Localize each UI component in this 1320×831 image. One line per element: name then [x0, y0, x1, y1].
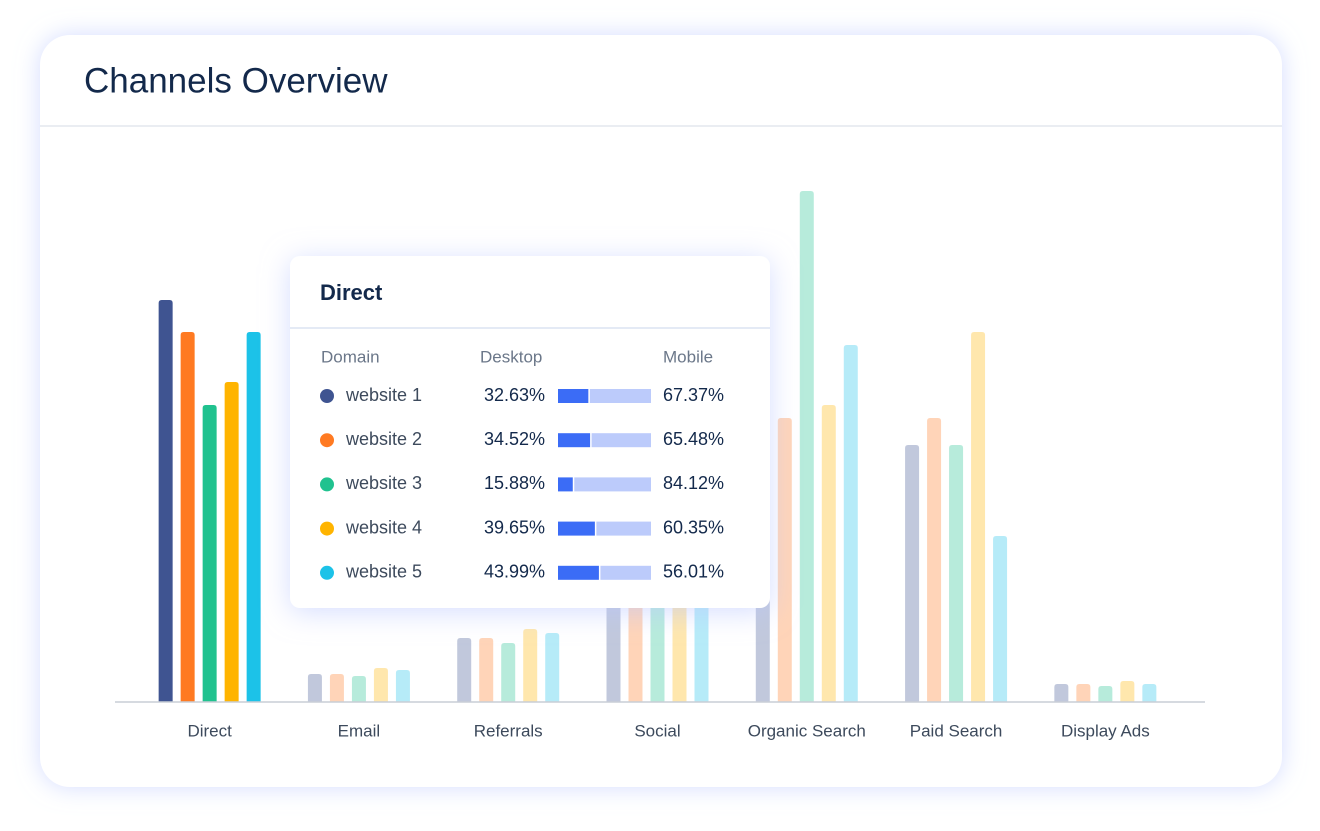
bar — [694, 587, 709, 702]
bar — [949, 445, 964, 702]
desktop-bar — [558, 389, 589, 403]
legend-dot — [320, 433, 334, 448]
mobile-label: 56.01% — [663, 562, 724, 582]
x-tick-label: Social — [634, 721, 680, 740]
bar — [373, 668, 388, 702]
bar — [224, 382, 239, 702]
tooltip-header: Desktop — [480, 347, 542, 366]
bar — [307, 674, 322, 702]
bar — [523, 629, 538, 702]
bar — [395, 670, 410, 702]
desktop-label: 32.63% — [484, 385, 545, 405]
bar — [777, 418, 792, 702]
bar — [843, 345, 858, 702]
mobile-label: 60.35% — [663, 517, 724, 537]
desktop-label: 39.65% — [484, 517, 545, 537]
legend-label: website 5 — [345, 562, 422, 582]
tooltip: Direct Domain Desktop Mobile website 1 32… — [290, 256, 770, 608]
desktop-label: 43.99% — [484, 562, 545, 582]
bar — [628, 582, 643, 702]
bar — [246, 332, 261, 702]
mobile-label: 65.48% — [663, 429, 724, 449]
bar — [180, 332, 195, 702]
desktop-label: 34.52% — [484, 429, 545, 449]
bar — [1054, 684, 1069, 702]
chart-title: Channels Overview — [84, 61, 388, 100]
mobile-bar — [596, 521, 651, 536]
x-tick-label: Referrals — [474, 721, 543, 740]
bar — [479, 638, 494, 702]
desktop-bar — [558, 477, 573, 492]
bar — [1098, 686, 1113, 702]
bar — [158, 300, 173, 702]
x-tick-label: Paid Search — [910, 721, 1003, 740]
mobile-bar — [600, 565, 651, 580]
legend-label: website 2 — [345, 429, 422, 449]
mobile-bar — [591, 433, 651, 448]
bar — [905, 445, 920, 702]
bar — [501, 643, 516, 702]
desktop-bar — [558, 433, 591, 448]
tooltip-header: Domain — [321, 347, 380, 366]
bar — [457, 638, 472, 702]
bar — [606, 592, 621, 702]
bar — [971, 332, 986, 702]
bar — [1120, 681, 1135, 702]
tooltip-header: Mobile — [663, 347, 713, 366]
legend-dot — [320, 389, 334, 403]
bar — [993, 536, 1008, 702]
desktop-bar — [558, 565, 599, 580]
mobile-bar — [574, 477, 651, 492]
bar — [202, 405, 217, 702]
legend-label: website 1 — [345, 385, 422, 405]
bar — [650, 602, 665, 702]
tooltip-title: Direct — [320, 280, 383, 305]
legend-label: website 3 — [345, 473, 422, 493]
x-tick-label: Organic Search — [748, 721, 866, 740]
bar — [927, 418, 942, 702]
bar — [1076, 684, 1091, 702]
bar — [1142, 684, 1157, 702]
tooltip-box — [290, 256, 770, 608]
desktop-bar — [558, 521, 595, 536]
legend-dot — [320, 477, 334, 492]
x-tick-label: Display Ads — [1061, 721, 1150, 740]
mobile-label: 84.12% — [663, 473, 724, 493]
bar — [545, 633, 560, 702]
legend-label: website 4 — [345, 517, 422, 537]
bar — [329, 674, 344, 702]
mobile-bar — [589, 389, 651, 403]
bars — [158, 191, 1157, 702]
bar — [799, 191, 814, 702]
mobile-label: 67.37% — [663, 385, 724, 405]
x-tick-label: Email — [338, 721, 381, 740]
legend-dot — [320, 521, 334, 536]
bar — [821, 405, 836, 702]
x-tick-label: Direct — [187, 721, 232, 740]
bar — [351, 676, 366, 702]
legend-dot — [320, 565, 334, 580]
desktop-label: 15.88% — [484, 473, 545, 493]
